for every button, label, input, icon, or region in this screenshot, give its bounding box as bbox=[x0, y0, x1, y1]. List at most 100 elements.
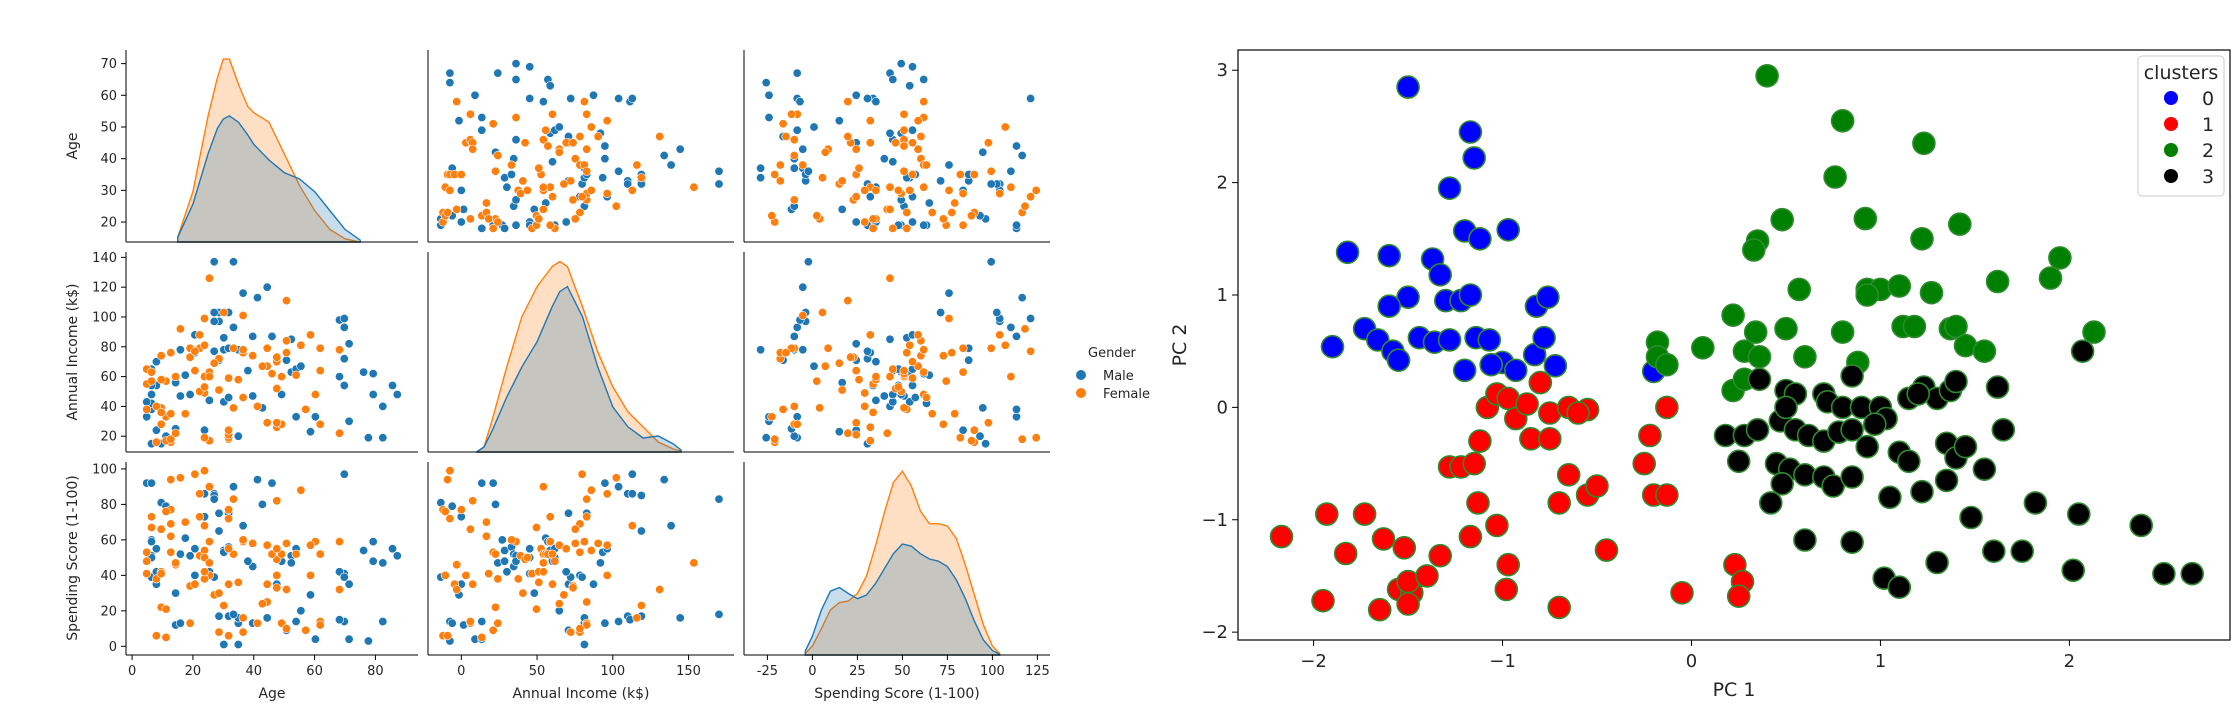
pca-ytick-label: 1 bbox=[1217, 285, 1228, 306]
point-female bbox=[452, 204, 462, 214]
point-female bbox=[468, 496, 478, 506]
point-female bbox=[538, 204, 548, 214]
point-female bbox=[913, 144, 923, 154]
point-female bbox=[899, 366, 909, 376]
point-female bbox=[538, 567, 548, 577]
point-female bbox=[775, 176, 785, 186]
point-female bbox=[947, 348, 957, 358]
ytick-label: 40 bbox=[100, 152, 117, 167]
point-female bbox=[445, 185, 455, 195]
xtick-label: 80 bbox=[367, 664, 384, 679]
point-female bbox=[770, 434, 780, 444]
point-female bbox=[899, 109, 909, 119]
pca-point-cluster-3 bbox=[2067, 502, 2091, 526]
pca-point-cluster-3 bbox=[1878, 485, 1902, 510]
point-female bbox=[465, 524, 475, 534]
pca-point-cluster-3 bbox=[1910, 479, 1934, 504]
point-female bbox=[566, 627, 576, 637]
point-female bbox=[301, 625, 311, 635]
point-male bbox=[975, 431, 985, 441]
point-female bbox=[577, 469, 587, 479]
pca-point-cluster-2 bbox=[1691, 335, 1715, 360]
point-male bbox=[851, 217, 861, 227]
point-female bbox=[440, 570, 450, 580]
pca-legend-marker-0 bbox=[2164, 91, 2178, 105]
pca-point-cluster-3 bbox=[2152, 561, 2176, 586]
point-female bbox=[843, 428, 853, 438]
point-male bbox=[511, 75, 521, 85]
point-male bbox=[905, 81, 915, 91]
point-female bbox=[655, 584, 665, 594]
point-female bbox=[995, 189, 1005, 199]
point-female bbox=[888, 223, 898, 233]
point-female bbox=[151, 401, 161, 411]
pca-point-cluster-3 bbox=[1759, 491, 1783, 515]
point-female bbox=[534, 214, 544, 224]
point-female bbox=[837, 385, 847, 395]
ytick-label: 60 bbox=[100, 89, 117, 104]
point-male bbox=[614, 616, 624, 626]
point-female bbox=[798, 310, 808, 320]
point-female bbox=[689, 558, 699, 568]
point-male bbox=[1011, 141, 1021, 151]
point-female bbox=[238, 310, 248, 320]
point-female bbox=[253, 618, 263, 628]
point-female bbox=[969, 170, 979, 180]
point-female bbox=[1031, 185, 1041, 195]
point-female bbox=[262, 418, 272, 428]
point-male bbox=[871, 395, 881, 405]
point-female bbox=[627, 521, 637, 531]
pca-point-cluster-1 bbox=[1556, 462, 1581, 487]
ytick-label: 60 bbox=[100, 533, 117, 548]
point-female bbox=[190, 579, 200, 589]
point-male bbox=[851, 90, 861, 100]
pca-point-cluster-1 bbox=[1496, 552, 1520, 577]
point-female bbox=[484, 569, 494, 579]
point-female bbox=[224, 544, 234, 554]
pca-point-cluster-0 bbox=[1543, 353, 1568, 378]
point-male bbox=[666, 521, 676, 531]
pairplot: 20 30 40 50 60 70 20 40 60 80 100 120 140 0 20 40 60 80 10… bbox=[65, 50, 1050, 702]
point-female bbox=[214, 627, 224, 637]
point-female bbox=[147, 522, 157, 532]
point-female bbox=[554, 147, 564, 157]
point-male bbox=[175, 618, 185, 628]
point-female bbox=[767, 412, 777, 422]
point-male bbox=[936, 307, 946, 317]
point-female bbox=[185, 352, 195, 362]
point-female bbox=[267, 369, 277, 379]
point-female bbox=[253, 401, 263, 411]
pca-point-cluster-3 bbox=[1840, 417, 1864, 442]
point-male bbox=[200, 425, 210, 435]
point-male bbox=[809, 361, 819, 371]
point-female bbox=[445, 466, 455, 476]
point-male bbox=[588, 90, 598, 100]
pca-ytick-label: −1 bbox=[1201, 510, 1228, 531]
point-female bbox=[913, 116, 923, 126]
point-female bbox=[161, 506, 171, 516]
point-male bbox=[447, 618, 457, 628]
point-male bbox=[339, 380, 349, 390]
pca-point-cluster-1 bbox=[1371, 527, 1396, 551]
point-female bbox=[905, 340, 915, 350]
point-female bbox=[229, 494, 239, 504]
point-female bbox=[602, 189, 612, 199]
xtick-label: 100 bbox=[980, 664, 1005, 679]
pca-point-cluster-2 bbox=[1747, 344, 1772, 369]
point-female bbox=[272, 383, 282, 393]
point-female bbox=[778, 119, 788, 129]
point-female bbox=[214, 385, 224, 395]
point-female bbox=[602, 116, 612, 126]
pairplot-panel bbox=[427, 50, 734, 243]
ytick-label: 20 bbox=[100, 430, 117, 445]
point-male bbox=[229, 482, 239, 492]
point-female bbox=[272, 583, 282, 593]
point-male bbox=[209, 307, 219, 317]
pca-point-cluster-3 bbox=[1934, 468, 1959, 493]
point-female bbox=[281, 296, 291, 306]
point-female bbox=[944, 313, 954, 323]
point-female bbox=[851, 144, 861, 154]
point-male bbox=[851, 339, 861, 349]
point-female bbox=[534, 163, 544, 173]
point-female bbox=[899, 125, 909, 135]
